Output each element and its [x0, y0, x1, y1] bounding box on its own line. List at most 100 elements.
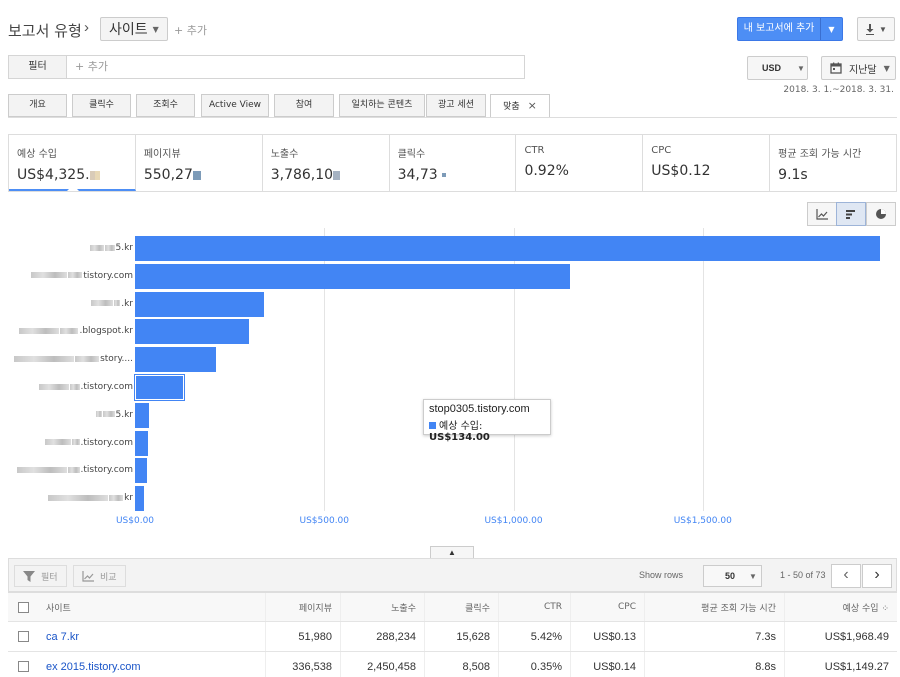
row-checkbox-cell[interactable] — [8, 652, 38, 677]
redacted-mark — [104, 244, 115, 251]
breadcrumb-separator: › — [84, 19, 89, 36]
date-range-text: 2018. 3. 1.~2018. 3. 31. — [783, 85, 894, 95]
chart-bar[interactable] — [135, 319, 249, 345]
metric-clicks[interactable]: 클릭수 34,73 — [390, 135, 517, 191]
chart-bar[interactable] — [135, 236, 881, 261]
cell-pageviews: 51,980 — [266, 622, 341, 651]
tab-custom[interactable]: 맞춤 × — [490, 94, 550, 118]
col-cpc[interactable]: CPC — [571, 593, 645, 621]
cell-impressions: 288,234 — [341, 622, 425, 651]
cell-ctr: 5.42% — [499, 622, 571, 651]
redacted-mark — [91, 300, 114, 307]
redacted-mark — [192, 170, 201, 180]
redacted-mark — [69, 383, 80, 390]
x-tick-label: US$1,500.00 — [673, 516, 732, 526]
chart-bar[interactable] — [135, 291, 264, 317]
chart-bar[interactable] — [135, 430, 148, 456]
col-clicks[interactable]: 클릭수 — [425, 593, 499, 621]
cell-avg-viewable-time: 8.8s — [645, 652, 785, 677]
col-ctr[interactable]: CTR — [499, 593, 571, 621]
filter-add-input[interactable]: + 추가 — [75, 60, 108, 73]
cell-earnings: US$1,149.27 — [824, 660, 889, 673]
col-site[interactable]: 사이트 — [38, 593, 266, 621]
prev-page-button[interactable]: ‹ — [831, 564, 861, 588]
add-to-my-reports-button[interactable]: 내 보고서에 추가 ▼ — [737, 17, 843, 41]
row-checkbox[interactable] — [17, 661, 29, 672]
tab-overview[interactable]: 개요 — [8, 94, 67, 117]
chevron-down-icon: ▼ — [152, 24, 159, 34]
site-link[interactable]: ex 2015.tistory.com — [38, 652, 266, 677]
tab-engagement[interactable]: 참여 — [274, 94, 334, 117]
row-checkbox[interactable] — [17, 631, 29, 642]
metric-estimated-earnings[interactable]: 예상 수입 US$4,325. — [9, 135, 136, 191]
next-page-button[interactable]: › — [862, 564, 892, 588]
bar-category-label: 5.kr — [5, 243, 133, 253]
add-breakdown-link[interactable]: + 추가 — [174, 24, 207, 37]
col-pageviews[interactable]: 페이지뷰 — [266, 593, 341, 621]
redacted-mark — [19, 327, 60, 334]
pie-chart-icon — [876, 209, 886, 219]
row-checkbox-cell[interactable] — [8, 622, 38, 651]
metric-cpc[interactable]: CPC US$0.12 — [643, 135, 771, 191]
chart-bar[interactable] — [135, 347, 217, 373]
col-estimated-earnings[interactable]: 예상 수입 ⁘ — [842, 603, 889, 614]
redacted-mark — [38, 383, 69, 390]
line-chart-button[interactable] — [807, 202, 837, 226]
bar-chart-button[interactable] — [836, 202, 866, 226]
rows-per-page-dropdown[interactable]: 50 ▼ — [703, 565, 762, 587]
chart-bar[interactable] — [135, 486, 145, 512]
redacted-mark — [114, 300, 121, 307]
select-all-checkbox[interactable] — [17, 601, 29, 613]
metrics-scorecard: 예상 수입 US$4,325. 페이지뷰 550,27 노출수 3,786,10… — [8, 134, 897, 192]
cell-pageviews: 336,538 — [266, 652, 341, 677]
chevron-down-icon[interactable]: ▼ — [828, 24, 835, 34]
cell-cpc: US$0.14 — [571, 652, 645, 677]
x-tick-label: US$500.00 — [299, 516, 350, 526]
tab-ad-sessions[interactable]: 광고 세션 — [426, 94, 486, 117]
metric-value: US$0.12 — [651, 163, 711, 179]
redacted-mark — [102, 411, 115, 418]
chart-bar[interactable] — [135, 458, 148, 484]
compare-button[interactable]: 비교 — [73, 565, 126, 587]
site-link[interactable]: ca 7.kr — [38, 622, 266, 651]
collapse-chart-button[interactable]: ▲ — [430, 546, 474, 558]
metric-value: 550,27 — [144, 167, 262, 183]
chart-bar[interactable] — [133, 374, 186, 401]
filter-bar[interactable]: 필터 + 추가 — [8, 55, 525, 79]
calendar-icon — [830, 62, 842, 74]
bar-category-label: kr — [5, 493, 133, 503]
tabs-divider — [8, 117, 897, 118]
table-filter-button[interactable]: 필터 — [14, 565, 67, 587]
select-all-checkbox-cell[interactable] — [8, 593, 38, 621]
compare-label: 비교 — [100, 572, 117, 583]
tab-matched-content[interactable]: 일치하는 콘텐츠 — [339, 94, 425, 117]
metric-avg-viewable-time[interactable]: 평균 조회 가능 시간 9.1s — [770, 135, 896, 191]
chevron-down-icon: ▼ — [883, 63, 890, 73]
chevron-down-icon: ▼ — [797, 63, 805, 73]
site-dropdown[interactable]: 사이트 ▼ — [100, 17, 168, 41]
active-pointer — [67, 185, 79, 191]
redacted-mark — [95, 411, 102, 418]
chart-bar[interactable] — [135, 402, 149, 428]
download-button[interactable]: ▼ — [857, 17, 895, 41]
report-type-label: 보고서 유형 — [8, 22, 82, 40]
metric-impressions[interactable]: 노출수 3,786,10 — [263, 135, 390, 191]
tab-custom-label: 맞춤 — [503, 102, 520, 112]
col-impressions[interactable]: 노출수 — [341, 593, 425, 621]
top-bar: 보고서 유형 › 사이트 ▼ + 추가 내 보고서에 추가 ▼ ▼ — [0, 0, 900, 58]
metric-pageviews[interactable]: 페이지뷰 550,27 — [136, 135, 263, 191]
close-icon[interactable]: × — [527, 99, 537, 112]
sites-table: 사이트 페이지뷰 노출수 클릭수 CTR CPC 평균 조회 가능 시간 예상 … — [8, 592, 897, 677]
tab-views[interactable]: 조회수 — [136, 94, 195, 117]
table-row: ca 7.kr 51,980 288,234 15,628 5.42% US$0… — [8, 622, 897, 652]
gridline — [324, 228, 326, 511]
metric-ctr[interactable]: CTR 0.92% — [516, 135, 644, 191]
currency-dropdown[interactable]: USD ▼ — [747, 56, 808, 80]
chart-bar[interactable] — [135, 263, 570, 289]
date-range-dropdown[interactable]: 지난달 ▼ — [821, 56, 896, 80]
tab-active-view[interactable]: Active View — [201, 94, 269, 117]
pie-chart-button[interactable] — [866, 202, 896, 226]
redacted-mark — [67, 466, 80, 473]
col-avg-viewable-time[interactable]: 평균 조회 가능 시간 — [645, 593, 785, 621]
tab-clicks[interactable]: 클릭수 — [72, 94, 131, 117]
